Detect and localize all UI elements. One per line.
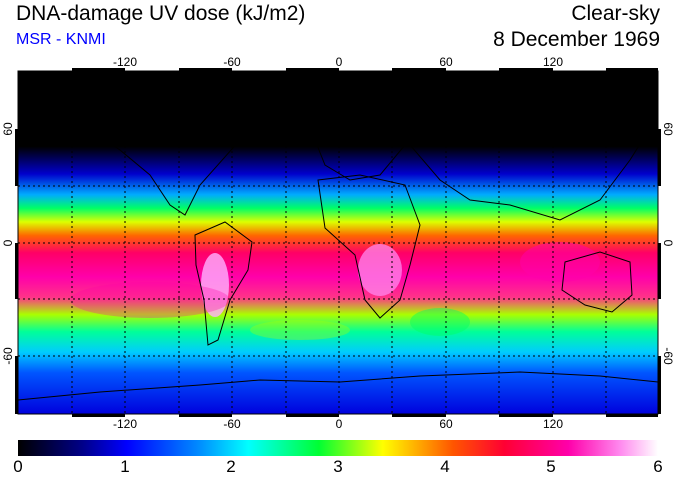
lat-label-left: 0 xyxy=(1,239,15,246)
europe-outline xyxy=(314,94,411,181)
south-america-outline xyxy=(194,221,253,346)
lon-label-bottom: -120 xyxy=(113,417,137,431)
lon-label-bottom: 0 xyxy=(336,417,343,431)
africa-outline xyxy=(317,174,421,319)
lon-label-top: -60 xyxy=(223,55,241,69)
sky-condition-label: Clear-sky xyxy=(571,2,660,25)
source-label: MSR - KNMI xyxy=(16,31,106,48)
lat-label-right: 60 xyxy=(661,122,675,136)
map-title: DNA-damage UV dose (kJ/m2) xyxy=(16,2,306,25)
asia-outline xyxy=(409,77,656,221)
australia-outline xyxy=(561,251,633,313)
lon-label-top: -120 xyxy=(113,55,137,69)
lon-label-top: 120 xyxy=(543,55,563,69)
lat-label-right: -60 xyxy=(661,347,675,365)
colorbar-tick: 0 xyxy=(13,457,23,476)
regional-features xyxy=(70,242,600,340)
frame-ticks xyxy=(15,68,661,417)
colorbar-tick: 1 xyxy=(120,457,130,476)
date-label: 8 December 1969 xyxy=(493,28,660,51)
colorbar-tick: 6 xyxy=(653,457,663,476)
colorbar-tick: 2 xyxy=(226,457,236,476)
lon-label-top: 60 xyxy=(439,55,453,69)
colorbar xyxy=(18,440,658,456)
lat-label-left: 60 xyxy=(1,122,15,136)
antarctica-outline xyxy=(18,371,658,401)
north-america-outline xyxy=(69,71,251,216)
colorbar-tick: 4 xyxy=(440,457,450,476)
colorbar-tick: 5 xyxy=(546,457,556,476)
lat-label-left: -60 xyxy=(1,347,15,365)
graticule xyxy=(18,71,658,414)
lon-label-bottom: 120 xyxy=(543,417,563,431)
lon-label-bottom: 60 xyxy=(439,417,453,431)
colorbar-tick: 3 xyxy=(333,457,343,476)
coastlines xyxy=(18,71,658,401)
lon-label-bottom: -60 xyxy=(223,417,241,431)
lon-label-top: 0 xyxy=(336,55,343,69)
lat-label-right: 0 xyxy=(661,240,675,247)
